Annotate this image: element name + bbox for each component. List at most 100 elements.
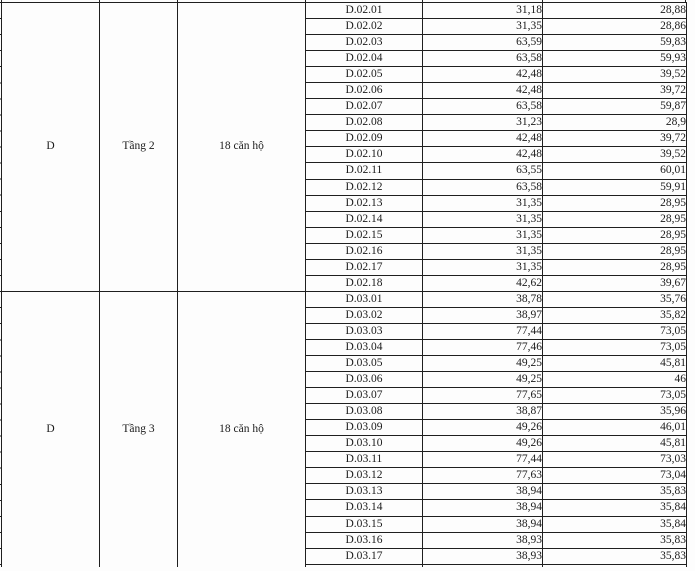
value-2-cell: 28,86 (542, 18, 687, 36)
value-2-cell: 59,83 (542, 34, 687, 52)
table-row: D.02.11 63,55 60,01 (2, 162, 687, 180)
table-row: D.03.03 77,44 73,05 (2, 322, 687, 340)
unit-code-cell: D.03.08 (305, 403, 423, 421)
unit-count-cell: 18 căn hộ (177, 290, 306, 567)
unit-code-cell: D.03.05 (305, 355, 423, 373)
table-edge-stub (422, 0, 423, 2)
table-row: D.03.17 38,93 35,83 (2, 547, 687, 565)
table-row: D.03.02 38,97 35,82 (2, 306, 687, 324)
table-row: D.03.14 38,94 35,84 (2, 499, 687, 517)
floor-cell: Tầng 2 (99, 2, 178, 292)
unit-code-cell: D.02.05 (305, 66, 423, 84)
value-1-cell: 77,46 (422, 338, 543, 357)
value-1-cell: 38,78 (422, 290, 543, 308)
unit-code-cell: D.02.15 (305, 226, 423, 244)
value-1-cell: 31,23 (422, 114, 543, 132)
unit-code-cell: D.02.06 (305, 82, 423, 100)
value-2-cell: 73,03 (542, 451, 687, 469)
value-1-cell: 42,48 (422, 146, 543, 164)
cut-off-cell (422, 563, 543, 567)
table-row: D Tầng 2 18 căn hộ D.02.01 31,18 28,88 (1, 1, 687, 292)
unit-code-cell: D.02.02 (305, 18, 423, 36)
value-2-cell: 59,91 (542, 178, 687, 196)
value-2-cell: 45,81 (542, 435, 687, 453)
value-2-cell: 35,83 (542, 483, 687, 501)
value-1-cell: 38,87 (422, 403, 543, 421)
value-1-cell: 63,58 (422, 50, 543, 68)
unit-code-cell: D.03.13 (305, 483, 423, 501)
value-2-cell: 46 (542, 371, 687, 389)
table-edge-stub (177, 0, 178, 2)
table-row: D.02.13 31,35 28,95 (2, 194, 687, 212)
unit-code-cell: D.03.10 (305, 435, 423, 453)
unit-code-cell: D.02.14 (305, 210, 423, 228)
table-row: D Tầng 3 18 căn hộ D.03.01 38,78 35,76 (1, 290, 687, 567)
unit-code-cell: D.02.08 (305, 114, 423, 132)
table-edge-stub (542, 0, 543, 2)
table-row: D.03.15 38,94 35,84 (2, 515, 687, 533)
value-1-cell: 49,25 (422, 371, 543, 389)
value-2-cell: 39,67 (542, 274, 687, 292)
table-row: D.02.15 31,35 28,95 (2, 226, 687, 244)
apartment-area-table: D Tầng 2 18 căn hộ D.02.01 31,18 28,88 D.02.02… (1, 1, 687, 567)
value-1-cell: 42,48 (422, 82, 543, 100)
table-row: D.03.16 38,93 35,83 (2, 531, 687, 549)
value-2-cell: 59,93 (542, 50, 687, 68)
unit-code-cell: D.02.09 (305, 130, 423, 148)
value-2-cell: 73,05 (542, 387, 687, 405)
table-row: D.03.10 49,26 45,81 (2, 435, 687, 453)
unit-code-cell: D.02.01 (305, 1, 423, 20)
block-cell: D (1, 290, 100, 567)
unit-code-cell: D.03.12 (305, 467, 423, 485)
table-edge-stub (1, 0, 2, 2)
block-cell: D (1, 2, 100, 292)
unit-code-cell: D.02.10 (305, 146, 423, 164)
value-1-cell: 42,48 (422, 130, 543, 148)
value-1-cell: 31,35 (422, 242, 543, 260)
value-2-cell: 73,05 (542, 322, 687, 340)
value-1-cell: 31,35 (422, 18, 543, 36)
unit-code-cell: D.03.01 (305, 290, 423, 308)
value-2-cell: 35,84 (542, 515, 687, 533)
value-1-cell: 49,26 (422, 435, 543, 453)
table-row: D.03.04 77,46 73,05 (2, 338, 687, 357)
value-2-cell: 28,95 (542, 194, 687, 212)
value-1-cell: 63,55 (422, 162, 543, 180)
value-2-cell: 46,01 (542, 419, 687, 437)
unit-count-cell: 18 căn hộ (177, 2, 306, 292)
value-1-cell: 38,94 (422, 483, 543, 501)
value-1-cell: 31,18 (422, 1, 543, 20)
value-2-cell: 35,82 (542, 306, 687, 324)
value-1-cell: 38,93 (422, 531, 543, 549)
value-1-cell: 31,35 (422, 258, 543, 276)
value-1-cell: 38,94 (422, 515, 543, 533)
unit-code-cell: D.02.03 (305, 34, 423, 52)
value-1-cell: 63,59 (422, 34, 543, 52)
table-row: D.02.09 42,48 39,72 (2, 130, 687, 148)
value-2-cell: 39,52 (542, 146, 687, 164)
table-row: D.02.02 31,35 28,86 (2, 18, 687, 36)
value-1-cell: 49,26 (422, 419, 543, 437)
value-2-cell: 39,72 (542, 130, 687, 148)
value-2-cell: 35,83 (542, 531, 687, 549)
value-1-cell: 42,48 (422, 66, 543, 84)
unit-code-cell: D.03.04 (305, 338, 423, 357)
unit-code-cell: D.02.17 (305, 258, 423, 276)
value-2-cell: 28,95 (542, 242, 687, 260)
value-1-cell: 77,44 (422, 322, 543, 340)
unit-code-cell: D.02.12 (305, 178, 423, 196)
value-1-cell: 38,93 (422, 547, 543, 565)
value-2-cell: 45,81 (542, 355, 687, 373)
table-row: D.02.18 42,62 39,67 (2, 274, 687, 292)
table-row: D.02.06 42,48 39,72 (2, 82, 687, 100)
unit-code-cell: D.02.11 (305, 162, 423, 180)
value-2-cell: 28,9 (542, 114, 687, 132)
table-row: D.03.06 49,25 46 (2, 371, 687, 389)
table-row: D.03.08 38,87 35,96 (2, 403, 687, 421)
table-edge-stub (685, 0, 686, 2)
value-1-cell: 77,65 (422, 387, 543, 405)
unit-code-cell: D.02.07 (305, 98, 423, 116)
value-1-cell: 31,35 (422, 226, 543, 244)
value-1-cell: 63,58 (422, 98, 543, 116)
